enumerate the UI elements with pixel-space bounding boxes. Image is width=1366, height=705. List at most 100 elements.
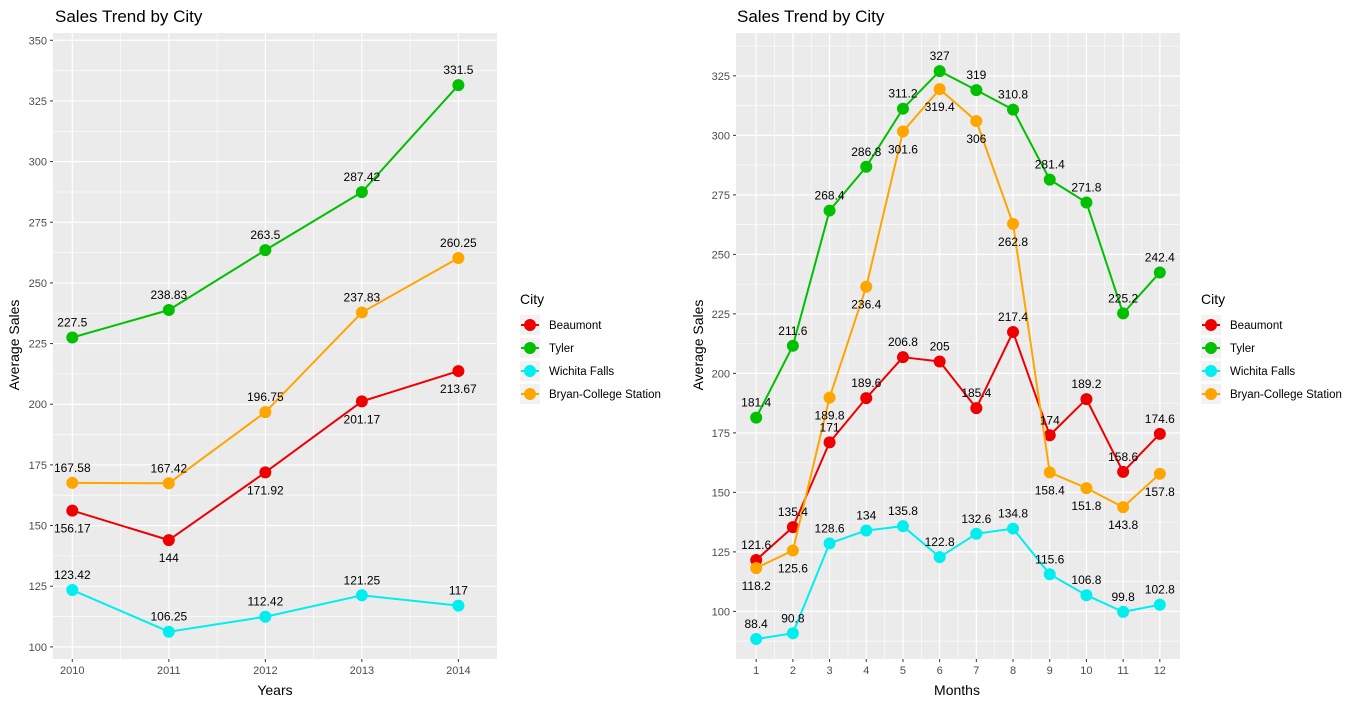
data-point-beaumont — [970, 402, 983, 415]
data-label-wichita-falls: 106.25 — [150, 610, 187, 624]
series-line-wichita-falls — [756, 525, 1161, 640]
data-point-beaumont — [162, 534, 175, 547]
chart-title: Sales Trend by City — [737, 7, 885, 26]
data-label-beaumont: 205 — [930, 339, 950, 353]
data-label-tyler: 311.2 — [888, 87, 917, 101]
y-tick-label: 100 — [712, 606, 730, 618]
x-tick-label: 11 — [1117, 665, 1128, 677]
series-line-beaumont — [755, 330, 1161, 561]
data-point-beaumont — [823, 436, 836, 449]
legend-item: Wichita Falls — [1201, 361, 1295, 381]
y-tick-label: 275 — [712, 190, 730, 202]
legend-key-point — [524, 319, 536, 331]
data-label-wichita-falls: 132.6 — [961, 512, 991, 526]
data-point-tyler — [1080, 196, 1093, 209]
legend-item: Beaumont — [520, 315, 602, 335]
data-label-bryan-college-station: 167.42 — [150, 461, 187, 475]
data-label-tyler: 271.8 — [1071, 180, 1101, 194]
data-point-bryan-college-station — [355, 306, 368, 319]
data-label-beaumont: 121.6 — [741, 538, 771, 552]
y-tick-label: 150 — [29, 521, 47, 533]
legend-label: Tyler — [549, 343, 574, 355]
data-point-tyler — [860, 160, 873, 173]
legend-label: Wichita Falls — [549, 366, 614, 378]
data-label-wichita-falls: 90.8 — [781, 611, 805, 625]
legend-key-point — [1205, 365, 1217, 377]
data-point-beaumont — [1153, 427, 1166, 440]
data-label-bryan-college-station: 196.75 — [247, 390, 284, 404]
y-tick-label: 175 — [712, 428, 730, 440]
y-tick-label: 325 — [29, 96, 47, 108]
x-tick-label: 10 — [1080, 665, 1092, 677]
data-label-beaumont: 158.6 — [1108, 450, 1138, 464]
legend-item: Bryan-College Station — [520, 384, 661, 404]
data-label-bryan-college-station: 157.8 — [1145, 485, 1175, 499]
x-tick-label: 7 — [973, 665, 979, 677]
data-point-beaumont — [452, 365, 465, 378]
data-point-wichita-falls — [750, 633, 763, 646]
x-tick-label: 2012 — [253, 665, 277, 677]
data-point-beaumont — [1007, 325, 1020, 338]
data-label-tyler: 211.6 — [778, 324, 807, 338]
data-label-bryan-college-station: 301.6 — [888, 143, 918, 157]
data-point-tyler — [786, 339, 799, 352]
x-axis-label: Months — [934, 682, 980, 698]
legend-item: Bryan-College Station — [1201, 384, 1342, 404]
y-tick-label: 250 — [29, 278, 47, 290]
y-tick-label: 300 — [29, 157, 47, 169]
data-label-tyler: 319 — [966, 68, 986, 82]
data-label-tyler: 238.83 — [150, 288, 187, 302]
data-label-beaumont: 174 — [1040, 413, 1060, 427]
y-tick-label: 275 — [29, 217, 47, 229]
data-point-beaumont — [66, 504, 79, 517]
data-point-beaumont — [1080, 393, 1093, 406]
series-bryan-college-station — [66, 252, 465, 490]
data-point-tyler — [162, 304, 175, 317]
y-axis-label: Average Sales — [6, 300, 22, 391]
data-label-tyler: 331.5 — [443, 63, 473, 77]
data-point-tyler — [66, 331, 79, 344]
data-point-beaumont — [1043, 429, 1056, 442]
data-point-beaumont — [933, 355, 946, 368]
data-label-bryan-college-station: 167.58 — [54, 461, 91, 475]
data-label-wichita-falls: 106.8 — [1071, 573, 1101, 587]
series-beaumont — [66, 365, 465, 547]
data-point-tyler — [1007, 103, 1020, 116]
y-tick-label: 125 — [712, 547, 730, 559]
y-axis-label: Average Sales — [690, 300, 706, 391]
legend-item: Wichita Falls — [520, 361, 614, 381]
data-point-tyler — [970, 84, 983, 97]
legend-label: Bryan-College Station — [1230, 389, 1342, 401]
data-label-bryan-college-station: 158.4 — [1035, 483, 1065, 497]
data-label-bryan-college-station: 260.25 — [440, 236, 477, 250]
data-point-beaumont — [355, 395, 368, 408]
data-point-tyler — [355, 186, 368, 199]
data-label-tyler: 263.5 — [250, 228, 280, 242]
legend-item: Beaumont — [1201, 315, 1283, 335]
data-label-beaumont: 206.8 — [888, 335, 918, 349]
data-label-wichita-falls: 121.25 — [344, 573, 381, 587]
x-axis-label: Years — [257, 682, 292, 698]
data-point-wichita-falls — [933, 551, 946, 564]
data-label-beaumont: 189.6 — [851, 376, 881, 390]
x-tick-label: 9 — [1047, 665, 1053, 677]
legend-key-point — [524, 342, 536, 354]
data-label-bryan-college-station: 118.2 — [742, 579, 771, 593]
data-label-wichita-falls: 134.8 — [998, 507, 1028, 521]
data-label-wichita-falls: 88.4 — [745, 617, 769, 631]
data-label-wichita-falls: 122.8 — [925, 535, 955, 549]
y-tick-label: 200 — [712, 368, 730, 380]
data-label-beaumont: 144 — [159, 551, 179, 565]
data-point-wichita-falls — [896, 520, 909, 533]
data-point-wichita-falls — [355, 589, 368, 602]
data-point-wichita-falls — [860, 524, 873, 537]
data-label-beaumont: 185.4 — [961, 386, 991, 400]
panel-background — [53, 33, 497, 659]
y-tick-label: 100 — [29, 642, 47, 654]
x-tick-label: 4 — [863, 665, 869, 677]
data-point-beaumont — [860, 392, 873, 405]
data-point-bryan-college-station — [1043, 466, 1056, 479]
legend-key-point — [1205, 388, 1217, 400]
